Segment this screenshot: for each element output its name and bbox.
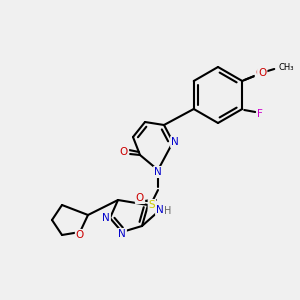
Text: CH₃: CH₃ [278,64,294,73]
Text: F: F [257,109,263,119]
Text: H: H [164,206,172,216]
Text: O: O [76,230,84,240]
Text: N: N [118,229,126,239]
Text: O: O [136,193,144,203]
Text: N: N [171,137,179,147]
Text: O: O [256,68,265,78]
Text: O: O [120,147,128,157]
Text: N: N [154,167,162,177]
Text: O: O [258,68,266,78]
Text: N: N [102,213,110,223]
Text: S: S [149,200,155,210]
Text: N: N [156,205,164,215]
